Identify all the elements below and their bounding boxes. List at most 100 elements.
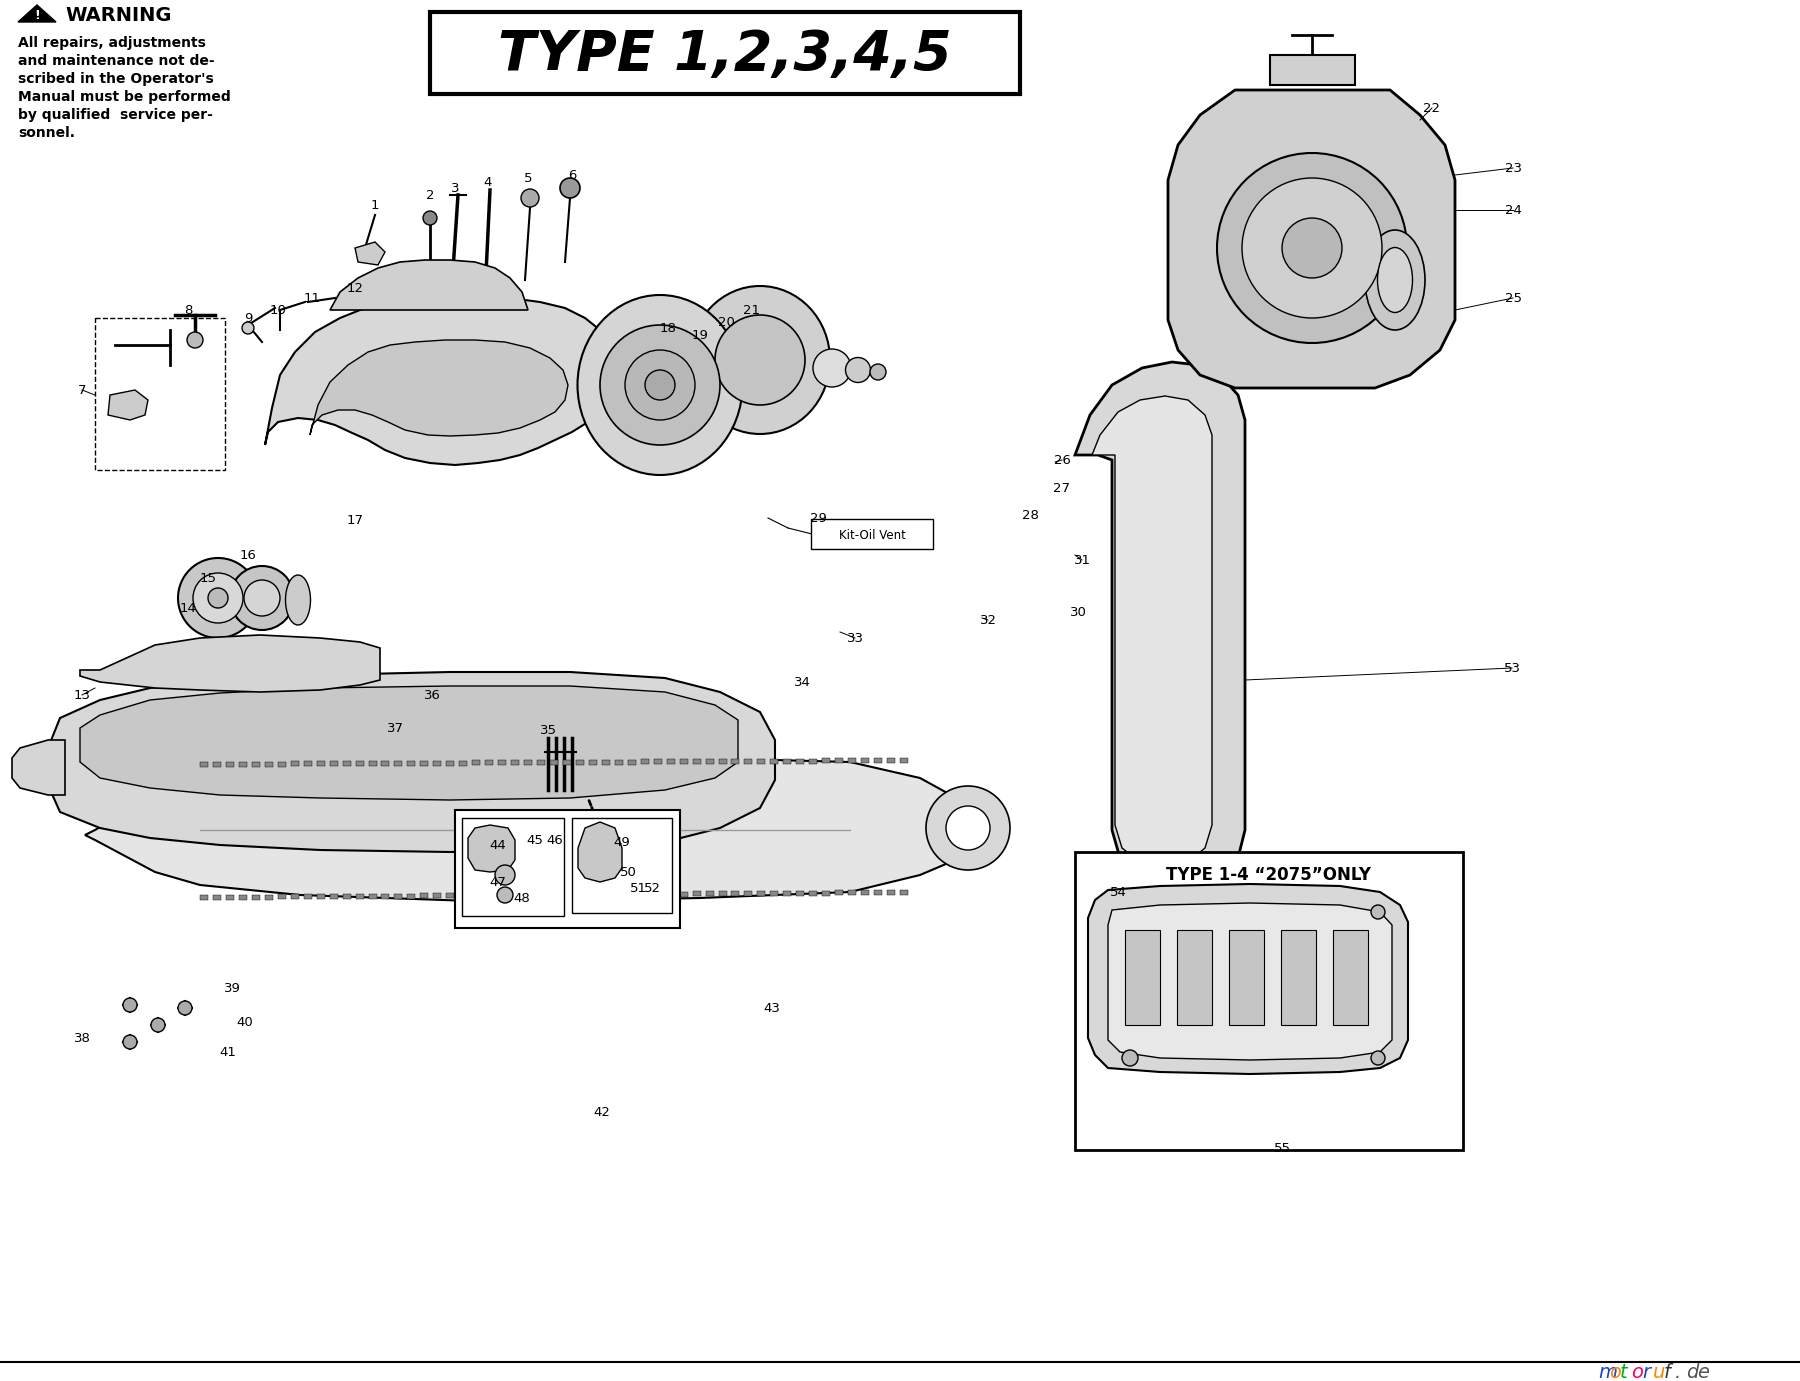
Text: 28: 28	[1022, 508, 1039, 522]
Text: 15: 15	[200, 572, 216, 584]
Bar	[200, 762, 209, 766]
Text: 52: 52	[644, 881, 661, 895]
Bar	[239, 895, 247, 900]
Bar	[472, 894, 481, 898]
Polygon shape	[265, 296, 616, 465]
Bar	[511, 892, 518, 898]
Polygon shape	[79, 686, 738, 800]
Text: o: o	[1631, 1363, 1643, 1381]
Text: scribed in the Operator's: scribed in the Operator's	[18, 72, 214, 86]
Bar	[783, 891, 792, 896]
Bar	[1282, 929, 1316, 1025]
Ellipse shape	[1364, 231, 1426, 330]
Text: 8: 8	[184, 304, 193, 316]
Ellipse shape	[846, 358, 871, 383]
Text: 2: 2	[427, 188, 434, 202]
Polygon shape	[1109, 903, 1391, 1061]
Text: u: u	[1652, 1363, 1665, 1381]
Bar	[369, 761, 376, 766]
Bar	[394, 894, 403, 899]
Text: 42: 42	[594, 1106, 610, 1119]
Text: 31: 31	[1073, 554, 1091, 566]
FancyBboxPatch shape	[430, 12, 1021, 94]
Text: 41: 41	[220, 1045, 236, 1058]
Text: 6: 6	[567, 168, 576, 181]
Text: m: m	[1598, 1363, 1616, 1381]
Bar	[1177, 929, 1211, 1025]
Bar	[860, 891, 869, 895]
Polygon shape	[18, 6, 56, 22]
Bar	[616, 892, 623, 898]
Bar	[446, 894, 454, 898]
Bar	[304, 761, 311, 766]
Bar	[511, 760, 518, 765]
Bar	[329, 761, 338, 766]
Circle shape	[423, 211, 437, 225]
Bar	[356, 761, 364, 766]
Text: 27: 27	[1053, 482, 1071, 494]
Circle shape	[495, 865, 515, 885]
Text: f: f	[1663, 1363, 1670, 1381]
Text: 24: 24	[1505, 203, 1521, 217]
Circle shape	[187, 331, 203, 348]
Circle shape	[178, 1001, 193, 1015]
Bar	[576, 760, 583, 765]
Circle shape	[925, 786, 1010, 870]
Text: 54: 54	[1109, 885, 1127, 899]
Bar	[212, 895, 221, 900]
Bar	[265, 895, 274, 899]
Bar	[304, 895, 311, 899]
Text: 44: 44	[490, 838, 506, 852]
Bar	[666, 892, 675, 896]
Bar	[875, 758, 882, 764]
Bar	[486, 894, 493, 898]
Polygon shape	[79, 635, 380, 692]
Bar	[446, 761, 454, 765]
Bar	[227, 895, 234, 900]
Bar	[1271, 55, 1355, 86]
FancyBboxPatch shape	[572, 818, 671, 913]
Text: 36: 36	[423, 689, 441, 702]
Bar	[524, 760, 533, 765]
Bar	[394, 761, 403, 766]
Bar	[900, 758, 907, 762]
Bar	[329, 894, 338, 899]
Text: 7: 7	[77, 384, 86, 396]
Polygon shape	[329, 260, 527, 309]
Text: 46: 46	[547, 834, 563, 847]
Text: !: !	[34, 8, 40, 22]
Text: All repairs, adjustments: All repairs, adjustments	[18, 36, 205, 50]
Text: 13: 13	[74, 689, 90, 702]
Text: Manual must be performed: Manual must be performed	[18, 90, 230, 104]
Circle shape	[644, 370, 675, 400]
Text: d: d	[1687, 1363, 1699, 1381]
Circle shape	[625, 349, 695, 420]
Text: 4: 4	[484, 175, 491, 188]
Bar	[718, 891, 727, 896]
Ellipse shape	[689, 286, 830, 434]
Text: o: o	[1609, 1363, 1620, 1381]
Text: 49: 49	[614, 836, 630, 848]
Bar	[823, 758, 830, 764]
Circle shape	[209, 588, 229, 608]
Text: .: .	[1676, 1363, 1681, 1381]
Polygon shape	[1168, 90, 1454, 388]
Bar	[407, 761, 416, 766]
Text: 55: 55	[1274, 1142, 1291, 1155]
Text: TYPE 1-4 “2075”ONLY: TYPE 1-4 “2075”ONLY	[1166, 866, 1370, 884]
Bar	[680, 892, 688, 896]
Text: 25: 25	[1505, 291, 1521, 304]
Text: 35: 35	[540, 724, 556, 736]
Bar	[641, 760, 648, 765]
Circle shape	[947, 807, 990, 849]
Text: sonnel.: sonnel.	[18, 126, 76, 139]
Ellipse shape	[869, 365, 886, 380]
Bar	[317, 894, 324, 899]
Bar	[356, 894, 364, 899]
Text: 3: 3	[450, 181, 459, 195]
Bar	[680, 760, 688, 764]
Bar	[653, 892, 662, 896]
Text: 26: 26	[1053, 453, 1071, 467]
Bar	[616, 760, 623, 765]
Circle shape	[1217, 153, 1408, 342]
